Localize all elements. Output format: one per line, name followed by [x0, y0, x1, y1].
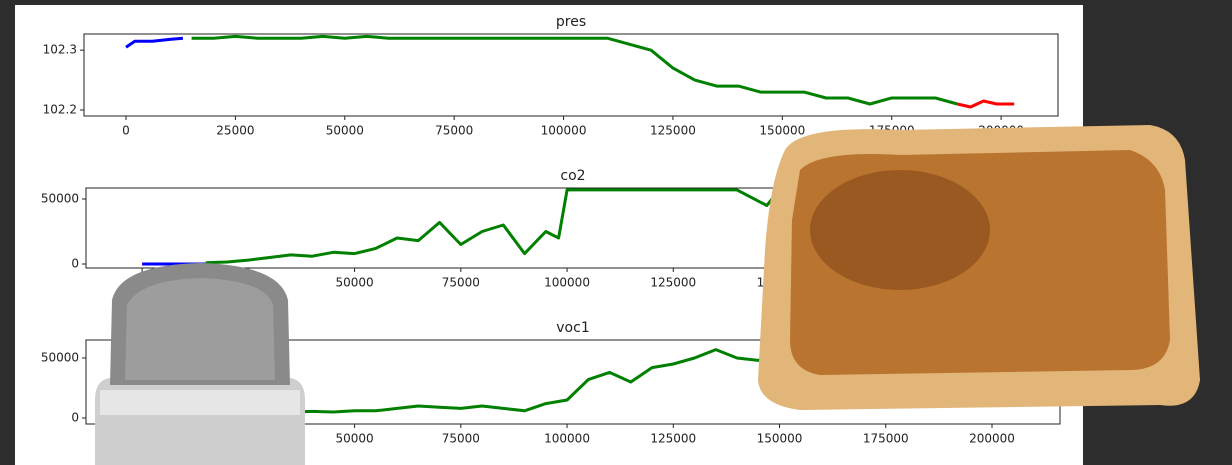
x-tick-label: 25000 — [216, 124, 254, 138]
chart-title: pres — [556, 14, 586, 30]
y-tick-label: 102.3 — [43, 43, 77, 57]
series-line — [957, 99, 1015, 109]
series-line — [191, 34, 958, 106]
x-tick-label: 75000 — [435, 124, 473, 138]
x-tick-label: 200000 — [969, 432, 1015, 446]
plot-area — [83, 33, 1059, 117]
series-line — [125, 36, 184, 49]
x-tick-label: 125000 — [650, 124, 696, 138]
sensor-photo — [95, 263, 305, 465]
x-tick-label: 150000 — [757, 432, 803, 446]
toast-burn — [810, 170, 990, 290]
sensor-ring — [100, 390, 300, 415]
chart-title: voc1 — [556, 320, 589, 336]
x-tick-label: 0 — [122, 124, 130, 138]
x-tick-label: 125000 — [650, 276, 696, 290]
y-tick-label: 50000 — [41, 191, 79, 205]
y-tick-label: 50000 — [41, 351, 79, 365]
x-tick-label: 75000 — [442, 432, 480, 446]
y-tick-label: 0 — [71, 411, 79, 425]
x-tick-label: 50000 — [335, 276, 373, 290]
x-tick-label: 125000 — [650, 432, 696, 446]
y-tick-label: 0 — [71, 256, 79, 270]
x-tick-label: 100000 — [544, 276, 590, 290]
x-tick-label: 50000 — [335, 432, 373, 446]
toast-photo — [758, 125, 1200, 410]
chart-title: co2 — [560, 168, 585, 184]
series-line — [205, 348, 950, 418]
x-tick-label: 175000 — [863, 432, 909, 446]
x-tick-label: 150000 — [759, 124, 805, 138]
x-tick-label: 100000 — [544, 432, 590, 446]
x-tick-label: 100000 — [541, 124, 587, 138]
x-tick-label: 75000 — [442, 276, 480, 290]
y-tick-label: 102.2 — [43, 103, 77, 117]
sensor-mesh-light — [125, 278, 275, 380]
x-tick-label: 50000 — [326, 124, 364, 138]
